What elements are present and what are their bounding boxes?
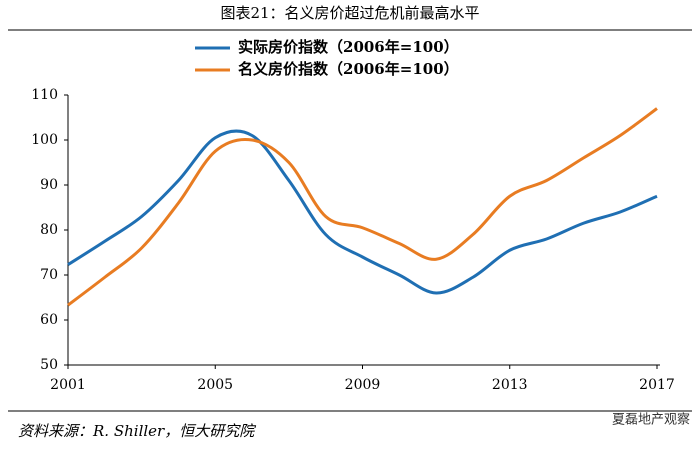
series-line [67, 129, 658, 295]
y-tick-label: 100 [31, 132, 58, 148]
y-tick-label: 60 [40, 312, 58, 328]
x-tick-label: 2009 [345, 377, 381, 393]
x-tick-label: 2013 [492, 377, 528, 393]
chart-title: 图表21：名义房价超过危机前最高水平 [220, 4, 479, 22]
y-tick-label: 80 [40, 222, 58, 238]
series-line [67, 107, 658, 307]
y-tick-label: 110 [31, 87, 58, 103]
y-tick-label: 70 [40, 267, 58, 283]
y-tick-label: 50 [40, 357, 58, 373]
watermark: 夏磊地产观察 [612, 413, 690, 428]
x-tick-label: 2017 [639, 377, 675, 393]
y-tick-label: 90 [40, 177, 58, 193]
x-tick-label: 2001 [50, 377, 86, 393]
source-note: 资料来源：R. Shiller，恒大研究院 [18, 422, 256, 440]
legend-label: 名义房价指数（2006年=100） [238, 60, 459, 78]
legend-label: 实际房价指数（2006年=100） [238, 38, 459, 56]
x-tick-label: 2005 [197, 377, 233, 393]
